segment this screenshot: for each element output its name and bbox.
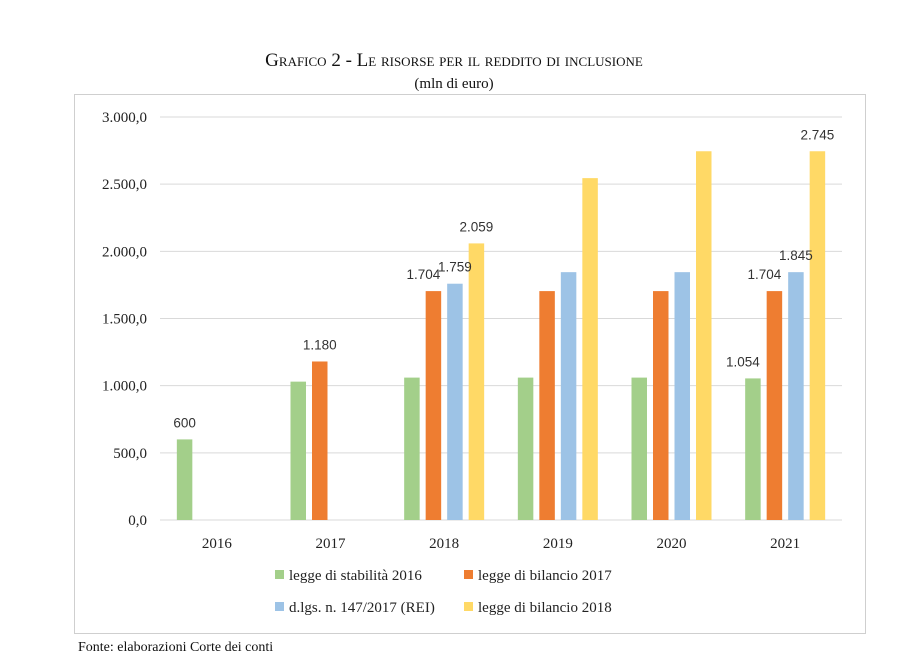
x-tick-label: 2016 [202,536,233,552]
data-label: 2.059 [460,219,494,234]
bar [653,291,669,520]
bar [788,272,804,520]
legend-label: legge di stabilità 2016 [289,568,422,584]
data-label: 1.704 [748,267,782,282]
chart-title-main: Le risorse per il reddito di inclusione [356,50,643,71]
bar [447,283,463,520]
bar [468,243,485,521]
data-label: 1.704 [407,267,441,282]
bar [631,377,647,520]
source-note: Fonte: elaborazioni Corte dei conti [78,640,274,655]
legend-swatch [464,570,473,579]
x-tick-label: 2021 [770,536,800,552]
bar [425,291,442,520]
chart-title: Grafico 2 - Le risorse per il reddito di… [0,50,908,72]
chart-subtitle: (mln di euro) [414,76,494,92]
legend-label: legge di bilancio 2018 [478,600,612,616]
x-tick-label: 2017 [316,536,347,552]
data-label: 1.845 [779,248,813,263]
data-label: 2.745 [801,127,835,142]
legend-label: d.lgs. n. 147/2017 (REI) [289,600,435,616]
bar [312,361,328,520]
data-label: 1.759 [438,260,472,275]
y-tick-label: 1.500,0 [102,312,147,328]
bar [404,377,420,520]
x-tick-label: 2020 [657,536,687,552]
bar-chart: 0,0 500,0 1.000,0 1.500,0 2.000,0 2.500,0 3.00… [102,110,842,616]
y-tick-label: 3.000,0 [102,110,147,126]
data-label: 1.054 [726,354,760,369]
bar [560,272,577,520]
bar [745,378,761,520]
y-tick-label: 2.500,0 [102,177,147,193]
legend-label: legge di bilancio 2017 [478,568,612,584]
x-tick-label: 2019 [543,536,573,552]
chart-frame [74,94,866,634]
y-tick-label: 500,0 [113,446,147,462]
legend-swatch [275,602,284,611]
bar [674,272,690,520]
legend-swatch [464,602,473,611]
data-label: 600 [173,415,196,430]
x-tick-label: 2018 [429,536,459,552]
bar [766,291,783,520]
data-label: 1.180 [303,337,337,352]
bar [290,381,306,520]
bar [517,377,534,520]
legend-swatch [275,570,284,579]
chart-title-prefix: Grafico 2 - [265,50,357,71]
y-tick-label: 1.000,0 [102,379,147,395]
y-tick-label: 0,0 [128,513,147,529]
bar [809,151,826,520]
bar [176,439,193,520]
bar [696,151,712,520]
bar [582,178,598,520]
bar [539,291,555,520]
y-tick-label: 2.000,0 [102,244,147,260]
